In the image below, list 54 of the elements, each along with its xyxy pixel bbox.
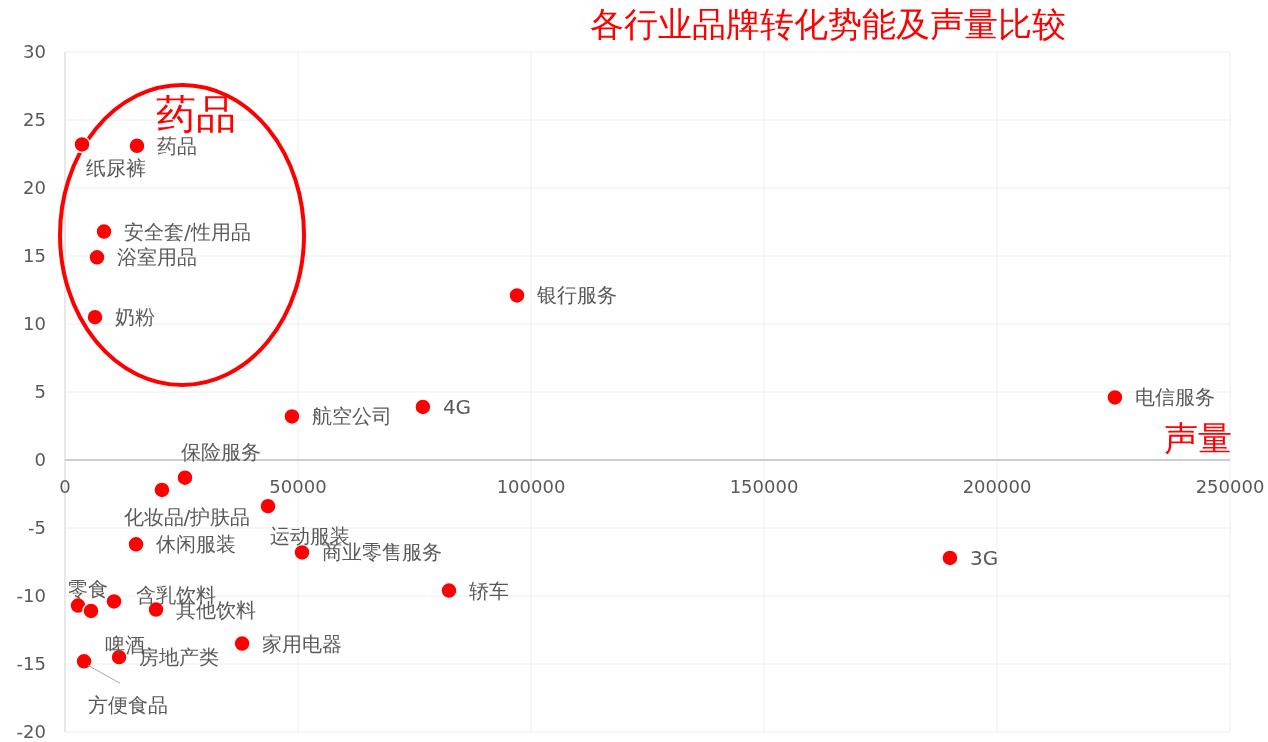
x-tick-label: 250000	[1195, 476, 1265, 497]
annotation: 银行服务	[536, 283, 618, 308]
annotation: 奶粉	[115, 305, 156, 330]
point	[73, 135, 91, 154]
point	[259, 497, 277, 515]
annotation: 浴室用品	[117, 245, 198, 270]
point	[508, 286, 526, 305]
x-tick-label: 0	[59, 476, 71, 497]
point	[127, 535, 145, 554]
point	[88, 248, 106, 267]
x-tick-label: 100000	[496, 476, 566, 497]
point	[95, 222, 113, 241]
annotation: 纸尿裤	[86, 156, 147, 181]
y-tick-label: 10	[23, 313, 46, 334]
y-tick-label: -5	[28, 517, 46, 538]
annotation: 化妆品/护肤品	[123, 504, 251, 529]
point	[153, 481, 171, 499]
y-tick-label: 25	[23, 109, 46, 130]
annotation: 保险服务	[180, 439, 261, 464]
point	[941, 549, 959, 567]
point	[283, 407, 301, 426]
point	[105, 592, 123, 611]
point	[176, 468, 194, 487]
annotation: 电信服务	[1134, 385, 1215, 410]
y-tick-label: 30	[23, 41, 46, 62]
y-tick-label: 20	[23, 177, 46, 198]
annotation: 休闲服装	[156, 532, 237, 557]
point	[75, 652, 93, 671]
point	[440, 581, 458, 600]
x-tick-label: 150000	[729, 476, 799, 497]
point	[128, 137, 146, 155]
annotation: 轿车	[468, 578, 509, 603]
point	[1106, 388, 1124, 407]
x-tick-label: 200000	[962, 476, 1032, 497]
annotation: 航空公司	[311, 404, 392, 429]
y-tick-label: 15	[23, 245, 46, 266]
chart-title: 各行业品牌转化势能及声量比较	[590, 4, 1066, 44]
x-tick-label: 50000	[269, 476, 327, 497]
point	[233, 634, 251, 653]
y-tick-label: -10	[16, 585, 46, 606]
point	[414, 398, 432, 416]
point	[82, 602, 100, 620]
annotation: 方便食品	[88, 693, 169, 718]
annotation: 3G	[969, 545, 999, 570]
annotation: 家用电器	[262, 631, 343, 656]
annotation: 4G	[442, 394, 472, 419]
y-tick-label: 5	[34, 381, 46, 402]
annotation: 安全套/性用品	[124, 219, 251, 244]
y-tick-label: 0	[34, 449, 46, 470]
y-tick-label: -20	[16, 721, 46, 742]
point	[86, 308, 104, 326]
annotation: 声量	[1164, 418, 1232, 458]
y-tick-label: -15	[16, 653, 46, 674]
annotation: 零食	[68, 576, 108, 601]
